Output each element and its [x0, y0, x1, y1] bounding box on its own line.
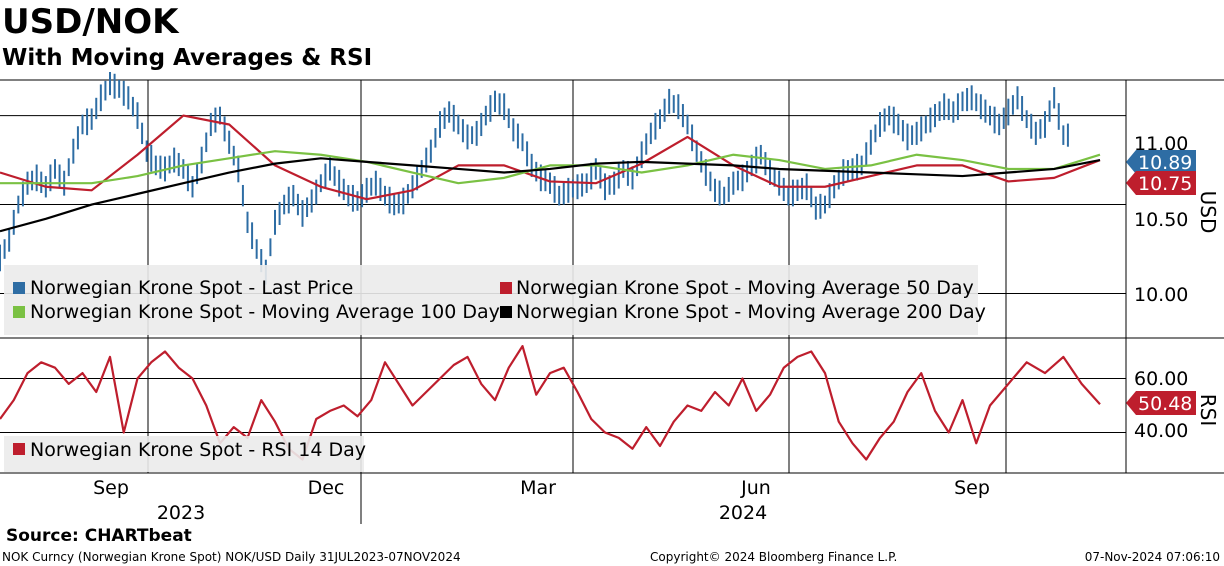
y-axis-title-rsi: RSI: [1196, 394, 1220, 427]
legend-swatch-ma100: [13, 306, 25, 318]
x-tick-mar: Mar: [520, 477, 556, 499]
x-year-2024: 2024: [719, 502, 767, 524]
y-tick-label-10: 10.00: [1134, 284, 1188, 306]
footer-copyright: Copyright© 2024 Bloomberg Finance L.P.: [650, 550, 898, 564]
last-price-value: 10.89: [1138, 152, 1192, 174]
x-tick-sep-2023: Sep: [93, 477, 129, 499]
ma50-last-value: 10.75: [1138, 173, 1192, 195]
ma200-line: [0, 157, 1101, 233]
legend-label-ma100: Norwegian Krone Spot - Moving Average 10…: [30, 301, 500, 323]
x-tick-sep-2024: Sep: [954, 477, 990, 499]
price-series-group: [0, 71, 1101, 285]
legend-swatch-ma50: [500, 282, 512, 294]
x-year-2023: 2023: [157, 502, 205, 524]
ma100-line: [0, 150, 1101, 185]
y-tick-label-10-5: 10.50: [1134, 209, 1188, 231]
rsi-legend-box: [4, 436, 364, 472]
rsi-series-group: [0, 345, 1101, 461]
x-tick-jun: Jun: [740, 477, 771, 499]
legend-label-ma50: Norwegian Krone Spot - Moving Average 50…: [516, 277, 974, 299]
footer-ticker-info: NOK Curncy (Norwegian Krone Spot) NOK/US…: [2, 550, 461, 564]
footer-timestamp: 07-Nov-2024 07:06:10: [1084, 550, 1220, 564]
legend-swatch-rsi: [13, 443, 25, 455]
plot-frame: [0, 79, 1224, 524]
ma50-tag: 10.75: [1126, 171, 1196, 195]
last-price-tag: 10.89: [1126, 150, 1196, 174]
legend-label-ma200: Norwegian Krone Spot - Moving Average 20…: [516, 301, 986, 323]
y-axis-title-usd: USD: [1196, 191, 1220, 234]
chart-title: USD/NOK: [2, 2, 179, 42]
chart-subtitle: With Moving Averages & RSI: [2, 45, 373, 71]
rsi-line: [0, 345, 1101, 461]
y-tick-label-11: 11.00: [1134, 133, 1188, 155]
legend-swatch-ma200: [500, 306, 512, 318]
source-note: Source: CHARTbeat: [6, 526, 192, 546]
rsi-tick-label-40: 40.00: [1134, 420, 1188, 442]
x-tick-dec: Dec: [308, 477, 345, 499]
rsi-tick-label-60: 60.00: [1134, 368, 1188, 390]
price-legend-box: [4, 265, 978, 335]
legend-swatch-last-price: [13, 282, 25, 294]
rsi-tag: 50.48: [1126, 391, 1196, 415]
rsi-last-value: 50.48: [1138, 393, 1192, 415]
legend-label-last-price: Norwegian Krone Spot - Last Price: [30, 277, 353, 299]
ma50-line: [0, 114, 1101, 201]
legend-label-rsi: Norwegian Krone Spot - RSI 14 Day: [30, 439, 366, 461]
